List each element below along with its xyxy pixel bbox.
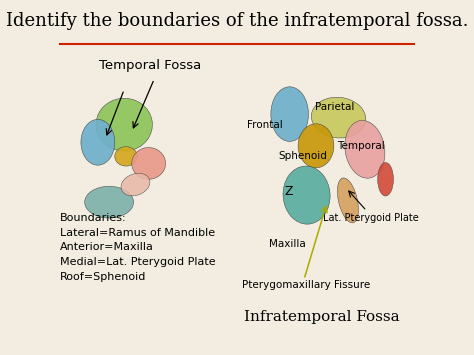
- Text: Frontal: Frontal: [247, 120, 283, 130]
- Text: Maxilla: Maxilla: [269, 239, 306, 250]
- Ellipse shape: [96, 98, 152, 151]
- Ellipse shape: [311, 97, 366, 138]
- Ellipse shape: [345, 120, 385, 178]
- Text: Pterygomaxillary Fissure: Pterygomaxillary Fissure: [242, 280, 371, 290]
- Text: Temporal: Temporal: [337, 141, 385, 151]
- Text: Z: Z: [285, 185, 293, 198]
- Ellipse shape: [121, 173, 150, 196]
- Ellipse shape: [115, 147, 137, 166]
- Ellipse shape: [132, 148, 165, 179]
- Ellipse shape: [81, 119, 115, 165]
- Text: Sphenoid: Sphenoid: [278, 151, 327, 162]
- Ellipse shape: [337, 178, 358, 223]
- Text: Lat. Pterygoid Plate: Lat. Pterygoid Plate: [323, 213, 419, 223]
- Ellipse shape: [85, 186, 134, 218]
- Ellipse shape: [271, 87, 309, 141]
- Text: Identify the boundaries of the infratemporal fossa.: Identify the boundaries of the infratemp…: [6, 12, 468, 30]
- Text: Temporal Fossa: Temporal Fossa: [100, 59, 201, 72]
- Text: Parietal: Parietal: [315, 102, 355, 112]
- Text: Boundaries:
Lateral=Ramus of Mandible
Anterior=Maxilla
Medial=Lat. Pterygoid Pla: Boundaries: Lateral=Ramus of Mandible An…: [60, 213, 216, 282]
- Ellipse shape: [378, 163, 393, 196]
- Ellipse shape: [298, 124, 334, 168]
- Text: Infratemporal Fossa: Infratemporal Fossa: [244, 310, 400, 324]
- Ellipse shape: [283, 166, 330, 224]
